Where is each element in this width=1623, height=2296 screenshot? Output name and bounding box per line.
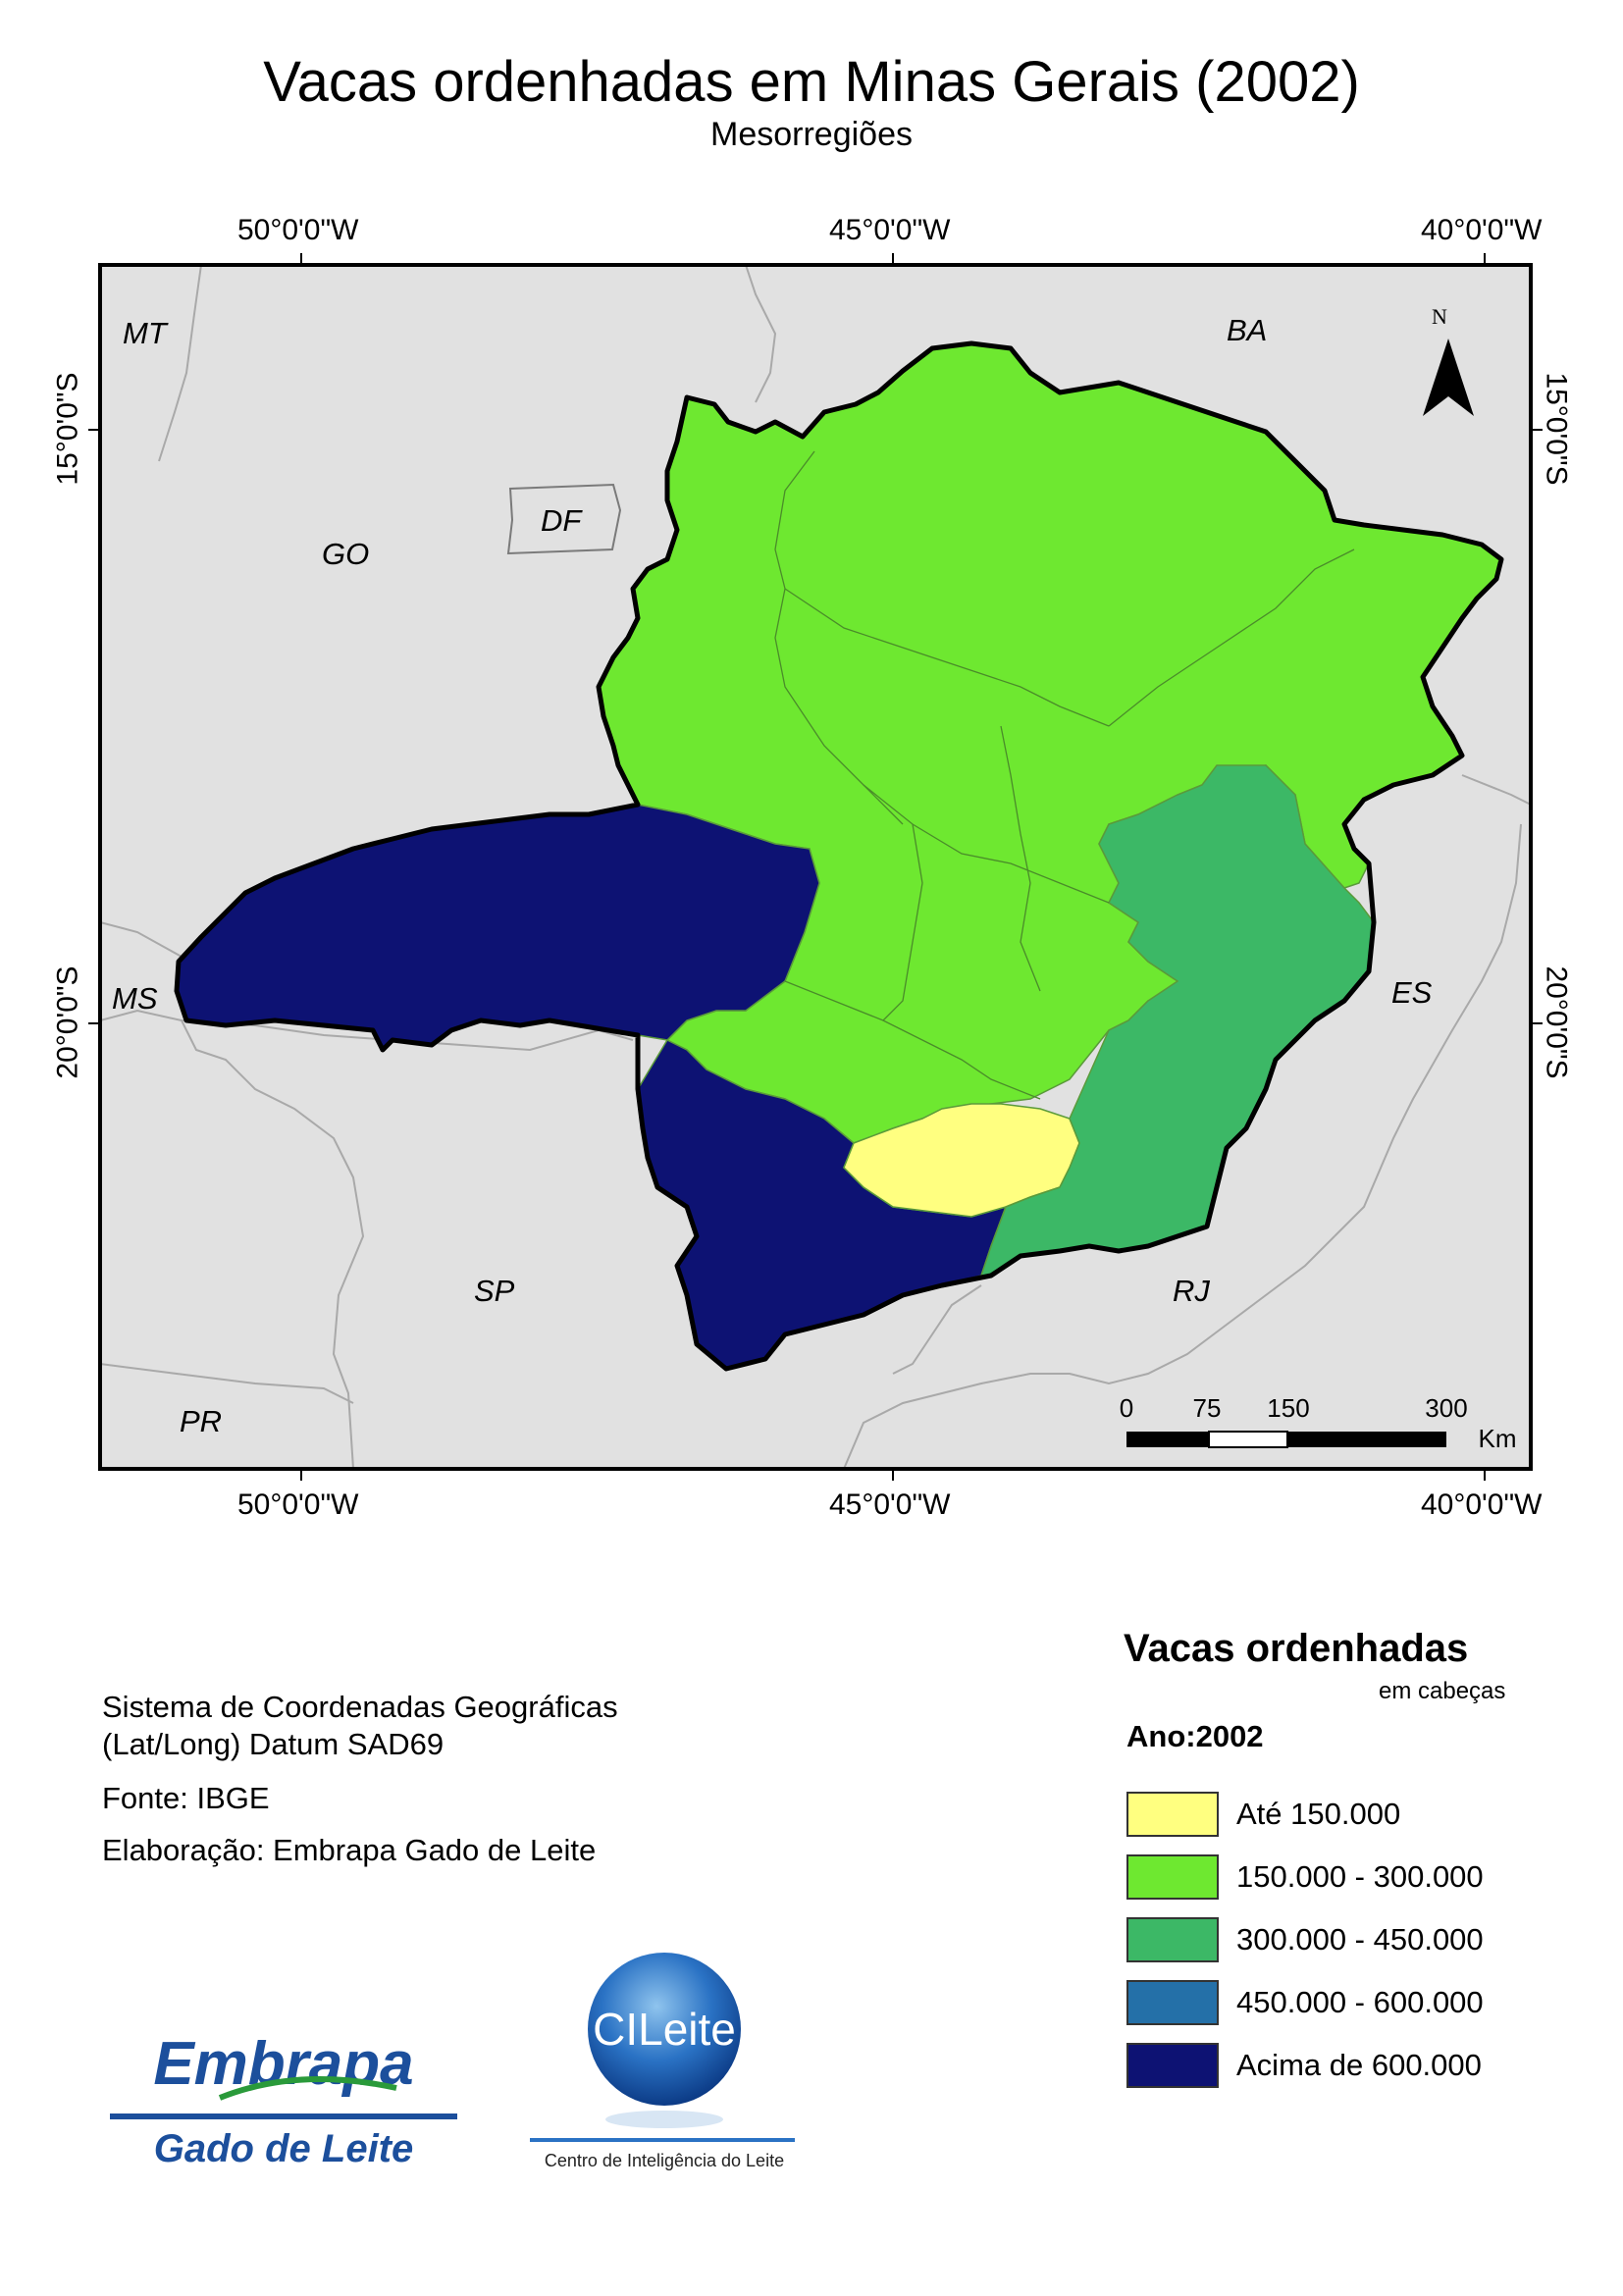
border-rj-coast (843, 1235, 1335, 1469)
embrapa-logo-bar (110, 2113, 457, 2119)
meso-line-4 (1000, 725, 1041, 992)
border-rj-sp (892, 1284, 982, 1375)
state-label-ba: BA (1227, 313, 1267, 347)
state-label-rj: RJ (1173, 1274, 1210, 1308)
legend-item-3: 300.000 - 450.000 (1126, 1915, 1484, 1964)
north-arrow: N (1423, 304, 1474, 416)
legend-label-4: 450.000 - 600.000 (1236, 1985, 1484, 2019)
cileite-logo: CILeite Centro de Inteligência do Leite (530, 1953, 795, 2170)
scale-bar: 0 75 150 300 Km (1120, 1393, 1517, 1453)
embrapa-logo: Embrapa Gado de Leite (102, 2008, 465, 2190)
lon-label-bottom-40: 40°0'0"W (1421, 1488, 1543, 1521)
df-outline (506, 483, 622, 555)
scale-unit: Km (1479, 1424, 1517, 1453)
lon-label-top-50: 50°0'0"W (237, 214, 359, 246)
author-text: Elaboração: Embrapa Gado de Leite (102, 1833, 597, 1867)
scale-seg-1 (1126, 1432, 1209, 1447)
legend-year: Ano:2002 (1126, 1719, 1264, 1753)
legend-swatch-5 (1126, 2043, 1219, 2088)
mg-outline (174, 340, 1504, 1372)
lon-label-top-40: 40°0'0"W (1421, 214, 1543, 246)
embrapa-logo-name: Embrapa (153, 2030, 413, 2098)
legend-item-2: 150.000 - 300.000 (1126, 1852, 1484, 1902)
cileite-logo-shadow (605, 2111, 723, 2128)
map-svg: MT BA GO DF MS ES SP RJ PR N 0 75 150 30… (88, 253, 1543, 1481)
lon-label-bottom-50: 50°0'0"W (237, 1488, 359, 1521)
scale-tick-0: 0 (1120, 1393, 1133, 1423)
state-label-go: GO (322, 537, 369, 571)
state-label-pr: PR (180, 1404, 222, 1438)
legend-item-1: Até 150.000 (1126, 1790, 1400, 1839)
scale-tick-75: 75 (1193, 1393, 1222, 1423)
border-ms-sp (100, 1009, 365, 1469)
scale-seg-3 (1287, 1432, 1446, 1447)
legend-swatch-2 (1126, 1854, 1219, 1900)
embrapa-logo-swoosh (218, 2076, 397, 2101)
north-arrow-label: N (1432, 304, 1447, 329)
legend-item-5: Acima de 600.000 (1126, 2041, 1482, 2090)
cileite-logo-name: CILeite (593, 2004, 736, 2055)
meso-line-7 (882, 823, 923, 1021)
meso-line-5 (863, 784, 1110, 904)
cileite-logo-bar (530, 2138, 795, 2142)
legend-swatch-4 (1126, 1980, 1219, 2025)
scale-seg-2 (1208, 1431, 1288, 1448)
map-subtitle: Mesorregiões (710, 116, 913, 153)
legend-title: Vacas ordenhadas (1124, 1627, 1469, 1670)
cileite-logo-globe (588, 1953, 741, 2106)
north-arrow-icon (1423, 339, 1474, 416)
embrapa-logo-bg (102, 2008, 465, 2190)
meso-line-6 (784, 980, 1041, 1100)
coordinate-system-line2: (Lat/Long) Datum SAD69 (102, 1727, 445, 1761)
state-label-es: ES (1391, 975, 1433, 1010)
map-frame (98, 263, 1533, 1471)
state-label-ms: MS (112, 981, 158, 1016)
coordinate-system-line1: Sistema de Coordenadas Geográficas (102, 1690, 618, 1724)
legend-unit: em cabeças (1379, 1678, 1506, 1704)
legend-label-1: Até 150.000 (1236, 1797, 1401, 1831)
legend-swatch-3 (1126, 1917, 1219, 1962)
map-title: Vacas ordenhadas em Minas Gerais (2002) (263, 50, 1360, 114)
lon-label-top-45: 45°0'0"W (829, 214, 951, 246)
border-es-east (1334, 823, 1522, 1237)
state-label-sp: SP (474, 1274, 515, 1308)
meso-line-3 (1108, 548, 1355, 727)
lon-label-bottom-45: 45°0'0"W (829, 1488, 951, 1521)
cileite-logo-caption: Centro de Inteligência do Leite (545, 2151, 784, 2170)
legend-item-4: 450.000 - 600.000 (1126, 1978, 1484, 2027)
state-label-mt: MT (123, 316, 169, 350)
border-mt-go (158, 265, 202, 462)
state-label-df: DF (541, 503, 583, 538)
meso-line-2 (784, 588, 1110, 727)
scale-tick-150: 150 (1267, 1393, 1309, 1423)
border-sp-pr (100, 1363, 354, 1404)
embrapa-logo-unit: Gado de Leite (154, 2127, 414, 2170)
meso-line-1 (774, 450, 904, 825)
border-es-ba (1461, 774, 1531, 806)
legend-label-5: Acima de 600.000 (1236, 2048, 1482, 2082)
source-text: Fonte: IBGE (102, 1781, 270, 1815)
legend-swatch-1 (1126, 1792, 1219, 1837)
border-go-ba (745, 265, 777, 403)
legend-label-3: 300.000 - 450.000 (1236, 1922, 1484, 1957)
legend-label-2: 150.000 - 300.000 (1236, 1859, 1484, 1894)
scale-tick-300: 300 (1425, 1393, 1467, 1423)
